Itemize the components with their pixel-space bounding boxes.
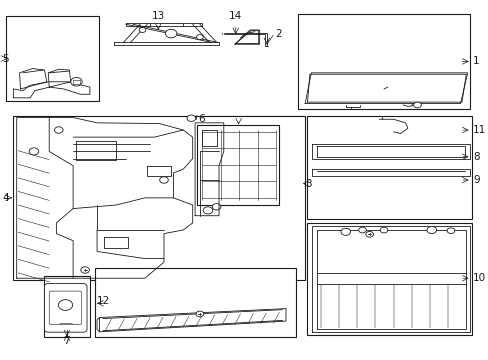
- Text: 3: 3: [305, 179, 311, 189]
- Ellipse shape: [81, 267, 89, 273]
- Bar: [44, 276, 90, 337]
- Ellipse shape: [58, 300, 73, 310]
- Text: 10: 10: [472, 273, 485, 283]
- Ellipse shape: [54, 127, 63, 133]
- Text: 13: 13: [151, 11, 164, 21]
- Ellipse shape: [340, 228, 350, 235]
- Bar: [6, 16, 99, 102]
- FancyBboxPatch shape: [44, 284, 87, 332]
- Ellipse shape: [71, 77, 82, 86]
- Ellipse shape: [426, 226, 436, 234]
- Text: 9: 9: [472, 175, 479, 185]
- Ellipse shape: [358, 227, 366, 233]
- Ellipse shape: [139, 27, 145, 32]
- Text: 6: 6: [198, 113, 204, 123]
- Bar: [187, 116, 302, 219]
- Ellipse shape: [196, 311, 203, 317]
- Bar: [197, 125, 278, 205]
- Ellipse shape: [29, 148, 39, 155]
- Ellipse shape: [165, 29, 177, 38]
- Ellipse shape: [212, 203, 221, 210]
- Ellipse shape: [186, 115, 195, 121]
- Bar: [307, 223, 471, 336]
- Ellipse shape: [160, 177, 168, 183]
- Bar: [297, 14, 469, 109]
- Text: 11: 11: [472, 125, 485, 135]
- Ellipse shape: [365, 231, 373, 237]
- Ellipse shape: [203, 207, 212, 214]
- FancyBboxPatch shape: [49, 291, 81, 325]
- Bar: [307, 116, 471, 219]
- Text: 12: 12: [97, 296, 110, 306]
- Text: 2: 2: [274, 28, 281, 39]
- Bar: [13, 116, 305, 280]
- Text: 5: 5: [2, 54, 9, 64]
- Bar: [73, 80, 80, 84]
- Ellipse shape: [196, 35, 203, 40]
- Ellipse shape: [413, 102, 421, 108]
- Text: 4: 4: [2, 193, 9, 203]
- Ellipse shape: [446, 228, 454, 234]
- Text: 7: 7: [63, 337, 70, 346]
- Text: 14: 14: [229, 11, 242, 21]
- Text: 8: 8: [472, 152, 479, 162]
- Text: 1: 1: [472, 57, 479, 66]
- Ellipse shape: [379, 227, 387, 233]
- Bar: [95, 267, 295, 337]
